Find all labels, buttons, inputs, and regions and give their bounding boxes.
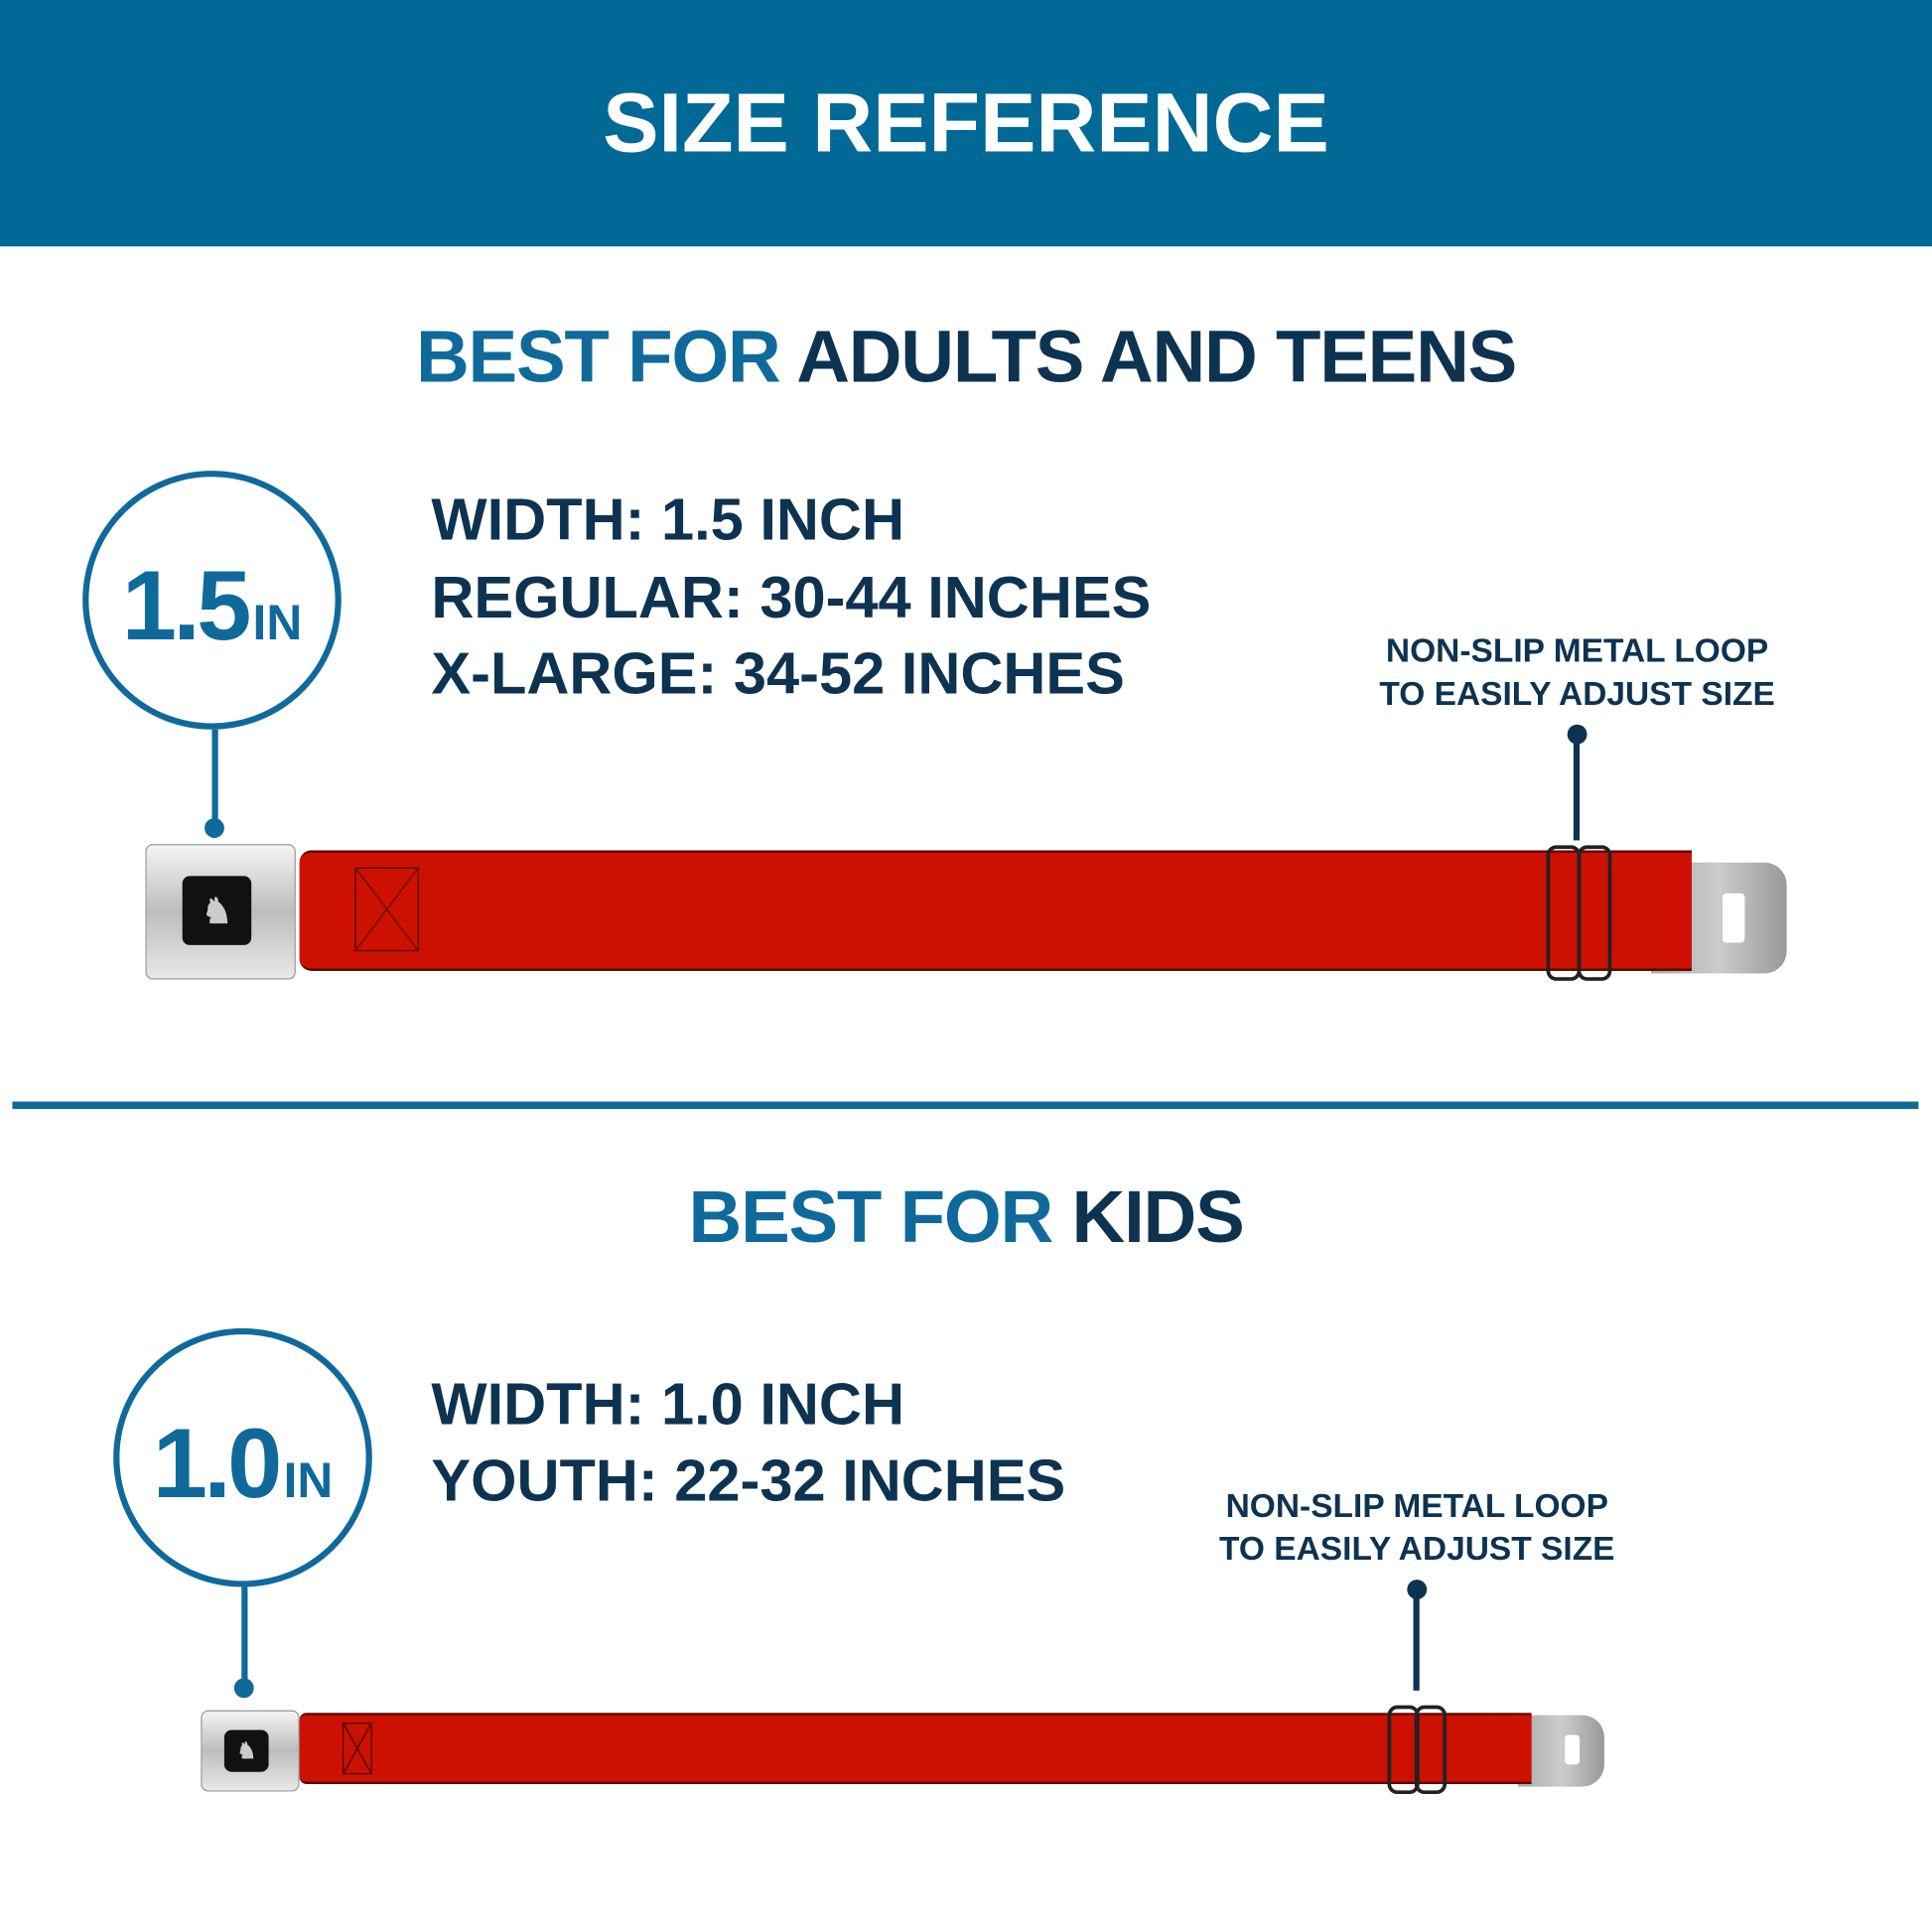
- heading-highlight: BEST FOR: [415, 315, 781, 398]
- metal-loop: [1546, 845, 1582, 981]
- box-stitch: [343, 1723, 372, 1775]
- note-line: TO EASILY ADJUST SIZE: [1379, 675, 1775, 713]
- section-divider: [12, 1101, 1919, 1109]
- metal-loop: [1414, 1705, 1448, 1795]
- kids-heading: BEST FOR KIDS: [0, 1174, 1932, 1260]
- loop-note: NON-SLIP METAL LOOP TO EASILY ADJUST SIZE: [1171, 1485, 1663, 1572]
- spec-xlarge: X-LARGE: 34-52 INCHES: [431, 641, 1125, 708]
- header-banner: [0, 0, 1932, 247]
- pointer-dot: [205, 818, 224, 838]
- badge-value: 1.5: [121, 550, 252, 661]
- metal-tongue: [1518, 1715, 1604, 1787]
- spec-width: WIDTH: 1.5 INCH: [431, 487, 904, 554]
- horse-emblem-icon: ♞: [223, 1729, 269, 1772]
- pointer-dot: [233, 1678, 254, 1699]
- spec-youth: YOUTH: 22-32 INCHES: [431, 1449, 1066, 1515]
- red-strap: [299, 850, 1693, 971]
- badge-unit: IN: [283, 1453, 334, 1509]
- page-title: SIZE REFERENCE: [603, 75, 1329, 171]
- pointer-line: [241, 1587, 248, 1689]
- buckle: [201, 1710, 300, 1792]
- spec-width: WIDTH: 1.0 INCH: [431, 1372, 904, 1439]
- note-line: TO EASILY ADJUST SIZE: [1219, 1530, 1615, 1568]
- note-line: NON-SLIP METAL LOOP: [1385, 631, 1769, 669]
- metal-loop: [1577, 845, 1612, 981]
- note-line: NON-SLIP METAL LOOP: [1225, 1487, 1608, 1525]
- note-line-pointer: [1413, 1589, 1420, 1691]
- loop-note: NON-SLIP METAL LOOP TO EASILY ADJUST SIZE: [1330, 629, 1823, 716]
- note-line-pointer: [1573, 734, 1581, 841]
- tongue-slot: [1723, 893, 1745, 943]
- width-badge-kids: 1.0 IN: [113, 1327, 372, 1587]
- badge-value: 1.0: [152, 1408, 283, 1519]
- adult-heading: BEST FOR ADULTS AND TEENS: [0, 314, 1932, 399]
- badge-unit: IN: [252, 596, 303, 651]
- box-stitch: [354, 867, 419, 952]
- red-strap: [299, 1713, 1532, 1785]
- tongue-slot: [1565, 1734, 1581, 1765]
- width-badge-adult: 1.5 IN: [82, 471, 342, 730]
- heading-highlight: BEST FOR: [688, 1175, 1054, 1259]
- pointer-line: [211, 729, 218, 829]
- heading-rest: ADULTS AND TEENS: [796, 315, 1517, 398]
- spec-regular: REGULAR: 30-44 INCHES: [431, 565, 1152, 631]
- horse-emblem-icon: ♞: [182, 876, 252, 945]
- heading-rest: KIDS: [1071, 1175, 1245, 1259]
